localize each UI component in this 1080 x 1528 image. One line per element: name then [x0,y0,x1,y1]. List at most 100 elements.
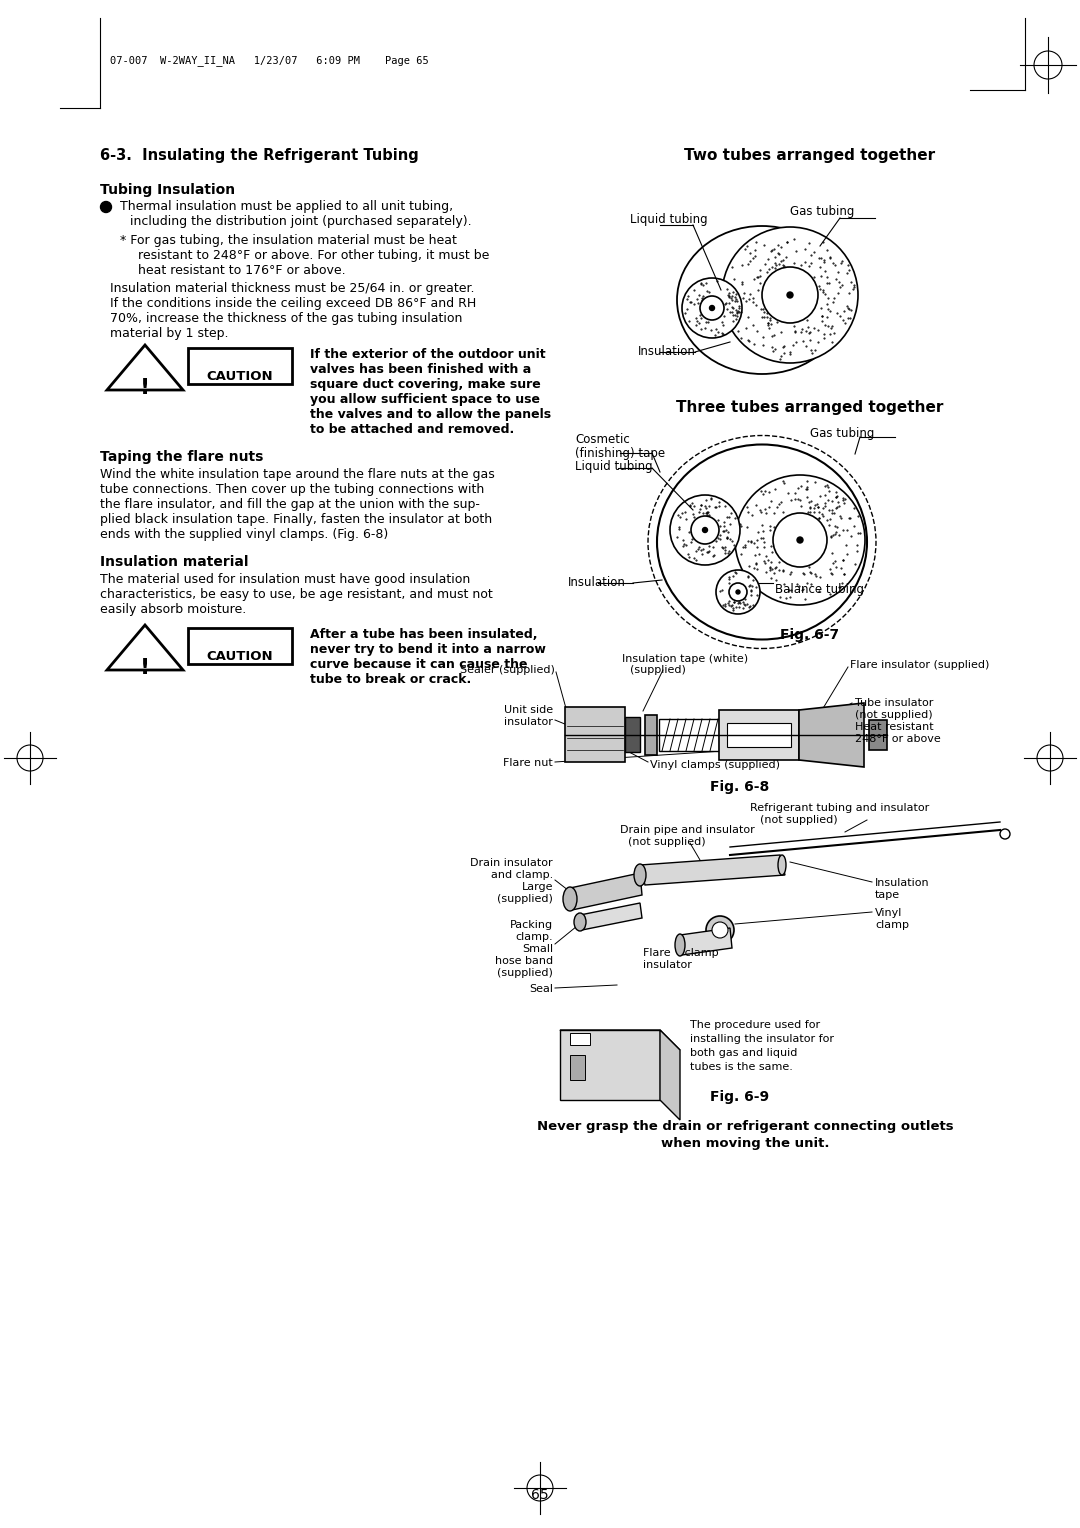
Polygon shape [640,856,785,885]
Text: resistant to 248°F or above. For other tubing, it must be: resistant to 248°F or above. For other t… [130,249,489,261]
Text: (supplied): (supplied) [630,665,686,675]
Text: Heat resistant: Heat resistant [855,723,933,732]
Polygon shape [561,1030,660,1100]
Text: plied black insulation tape. Finally, fasten the insulator at both: plied black insulation tape. Finally, fa… [100,513,492,526]
Text: Cosmetic: Cosmetic [575,432,630,446]
Text: (not supplied): (not supplied) [760,814,838,825]
Text: Fig. 6-9: Fig. 6-9 [711,1089,770,1105]
Text: valves has been finished with a: valves has been finished with a [310,364,531,376]
Text: installing the insulator for: installing the insulator for [690,1034,834,1044]
Polygon shape [660,1030,680,1120]
Text: Two tubes arranged together: Two tubes arranged together [685,148,935,163]
Text: Wind the white insulation tape around the flare nuts at the gas: Wind the white insulation tape around th… [100,468,495,481]
Bar [727,723,791,747]
Circle shape [762,267,818,322]
Text: clamp.: clamp. [515,932,553,941]
Bar [570,1054,585,1080]
Text: Insulation tape (white): Insulation tape (white) [622,654,748,665]
Polygon shape [799,703,864,767]
Text: Drain pipe and insulator: Drain pipe and insulator [620,825,755,834]
Text: Insulation material: Insulation material [100,555,248,568]
Circle shape [787,292,793,298]
Text: 6-3.  Insulating the Refrigerant Tubing: 6-3. Insulating the Refrigerant Tubing [100,148,419,163]
Text: Never grasp the drain or refrigerant connecting outlets: Never grasp the drain or refrigerant con… [537,1120,954,1132]
Circle shape [729,584,747,601]
Text: Insulation: Insulation [568,576,626,588]
Text: Insulation: Insulation [638,345,696,358]
Circle shape [712,921,728,938]
Circle shape [100,202,111,212]
Circle shape [1000,830,1010,839]
Text: never try to bend it into a narrow: never try to bend it into a narrow [310,643,545,656]
Circle shape [797,536,804,542]
Text: you allow sufficient space to use: you allow sufficient space to use [310,393,540,406]
Text: 65: 65 [531,1488,549,1502]
Text: and clamp.: and clamp. [490,869,553,880]
Text: (not supplied): (not supplied) [627,837,705,847]
Text: Unit side: Unit side [504,704,553,715]
Text: curve because it can cause the: curve because it can cause the [310,659,527,671]
Polygon shape [561,1030,680,1050]
Text: insulator: insulator [643,960,692,970]
Text: Insulation: Insulation [875,879,930,888]
Circle shape [700,296,724,319]
Text: the valves and to allow the panels: the valves and to allow the panels [310,408,551,422]
Text: !: ! [140,377,150,397]
Text: CAUTION: CAUTION [206,370,273,384]
Bar [565,707,625,762]
FancyBboxPatch shape [188,348,292,384]
Text: Drain insulator: Drain insulator [471,859,553,868]
Circle shape [735,475,865,605]
Circle shape [706,915,734,944]
Bar [645,715,657,755]
Text: Tubing Insulation: Tubing Insulation [100,183,235,197]
Text: Seal: Seal [529,984,553,995]
Circle shape [670,495,740,565]
Text: Taping the flare nuts: Taping the flare nuts [100,451,264,465]
Polygon shape [680,927,732,955]
Text: tape: tape [875,889,900,900]
Circle shape [773,513,827,567]
Text: Packing: Packing [510,920,553,931]
Text: 07-007  W-2WAY_II_NA   1/23/07   6:09 PM    Page 65: 07-007 W-2WAY_II_NA 1/23/07 6:09 PM Page… [110,55,429,66]
Text: Vinyl clamps (supplied): Vinyl clamps (supplied) [650,759,780,770]
Text: Flare insulator (supplied): Flare insulator (supplied) [850,660,989,669]
Text: to be attached and removed.: to be attached and removed. [310,423,514,435]
Text: Gas tubing: Gas tubing [810,426,875,440]
Bar [719,711,799,759]
Text: Fig. 6-7: Fig. 6-7 [781,628,839,642]
Text: Flare    clamp: Flare clamp [643,947,718,958]
Text: Liquid tubing: Liquid tubing [630,212,707,226]
Circle shape [702,527,707,532]
Ellipse shape [573,914,586,931]
Text: The procedure used for: The procedure used for [690,1021,820,1030]
Text: tube connections. Then cover up the tubing connections with: tube connections. Then cover up the tubi… [100,483,484,497]
Text: (finishing) tape: (finishing) tape [575,448,665,460]
Text: Fig. 6-8: Fig. 6-8 [711,779,770,795]
Ellipse shape [778,856,786,876]
Text: 70%, increase the thickness of the gas tubing insulation: 70%, increase the thickness of the gas t… [110,312,462,325]
Text: Refrigerant tubing and insulator: Refrigerant tubing and insulator [750,804,929,813]
Text: Three tubes arranged together: Three tubes arranged together [676,400,944,416]
Text: After a tube has been insulated,: After a tube has been insulated, [310,628,538,642]
Circle shape [681,278,742,338]
Text: Liquid tubing: Liquid tubing [575,460,652,474]
Text: Gas tubing: Gas tubing [789,205,854,219]
Circle shape [735,590,740,594]
Bar [659,720,719,750]
Text: square duct covering, make sure: square duct covering, make sure [310,377,541,391]
Text: insulator: insulator [504,717,553,727]
Text: clamp: clamp [875,920,909,931]
FancyBboxPatch shape [188,628,292,665]
Ellipse shape [675,934,685,957]
Text: ends with the supplied vinyl clamps. (Fig. 6-8): ends with the supplied vinyl clamps. (Fi… [100,529,388,541]
Text: both gas and liquid: both gas and liquid [690,1048,797,1057]
Text: characteristics, be easy to use, be age resistant, and must not: characteristics, be easy to use, be age … [100,588,492,601]
Polygon shape [580,903,642,931]
Text: * For gas tubing, the insulation material must be heat: * For gas tubing, the insulation materia… [120,234,457,248]
Bar [625,717,640,752]
Circle shape [723,228,858,364]
Text: (supplied): (supplied) [497,894,553,905]
Text: Balance tubing: Balance tubing [775,584,864,596]
Text: Sealer (supplied): Sealer (supplied) [460,665,555,675]
